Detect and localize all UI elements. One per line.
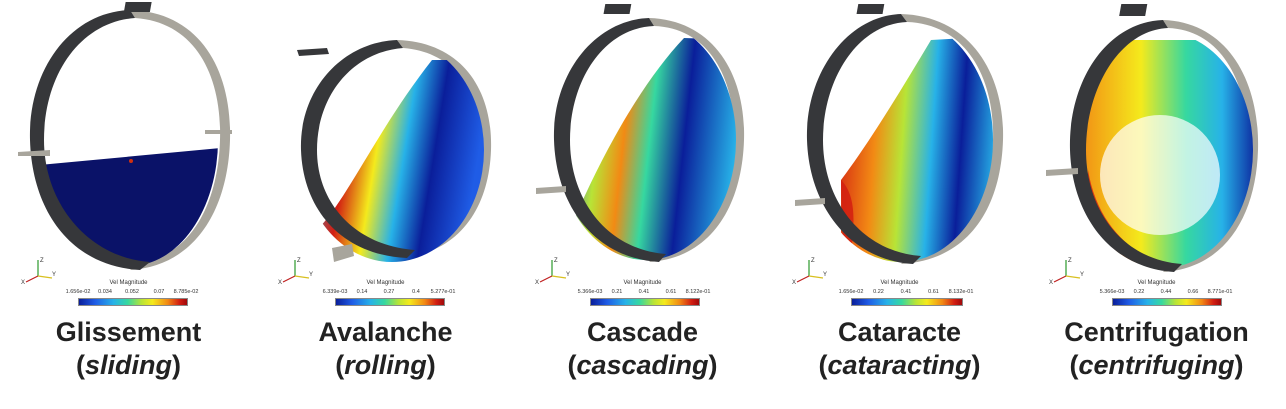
orientation-axes-icon: Z X Y [278, 258, 313, 286]
colorbar-tick: 1.656e-02 [65, 289, 91, 295]
colorbar-tick: 5.366e-03 [577, 289, 603, 295]
colorbar-tick: 8.122e-01 [685, 289, 711, 295]
colorbar: Vel Magnitude 1.656e-02 0.22 0.41 0.61 8… [771, 272, 1028, 312]
colorbar-tick: 0.034 [98, 289, 112, 295]
colorbar-tick: 0.41 [638, 289, 650, 295]
svg-text:X: X [21, 280, 25, 286]
colorbar-tick: 6.339e-03 [322, 289, 348, 295]
svg-text:Z: Z [40, 258, 44, 264]
regime-name-fr: Cascade [586, 317, 699, 347]
colorbar-tick: 8.785e-02 [173, 289, 199, 295]
orientation-axes-icon: Z X Y [792, 258, 827, 286]
colorbar-tick: 5.366e-03 [1099, 289, 1125, 295]
colorbar-tick: 0.44 [1160, 289, 1172, 295]
colorbar: Vel Magnitude 5.366e-03 0.22 0.44 0.66 8… [1028, 272, 1285, 312]
drum-ring-front [29, 10, 150, 270]
colorbar-gradient [590, 298, 700, 306]
colorbar: Vel Magnitude 1.656e-02 0.034 0.052 0.07… [0, 272, 257, 312]
regime-name-en: sliding [85, 350, 172, 380]
colorbar-tick: 5.277e-01 [430, 289, 456, 295]
colorbar-title: Vel Magnitude [880, 280, 919, 286]
colorbar-tick: 0.22 [1133, 289, 1145, 295]
colorbar-tick: 0.61 [928, 289, 939, 295]
regime-label: Cataracte (cataracting) [771, 316, 1028, 382]
colorbar-tick: 0.61 [665, 289, 677, 295]
regime-name-fr: Centrifugation [1064, 317, 1249, 347]
regime-name-en: rolling [344, 350, 427, 380]
svg-text:X: X [1049, 280, 1053, 286]
hollow-core [1100, 115, 1220, 235]
colorbar-tick: 0.14 [356, 289, 368, 295]
colorbar-title: Vel Magnitude [1137, 280, 1176, 286]
colorbar-tick: 8.132e-01 [948, 289, 974, 295]
regime-name-en: centrifuging [1078, 350, 1235, 380]
drum-scene-centrifuging [1046, 4, 1259, 272]
svg-text:Y: Y [823, 272, 827, 278]
colorbar-tick: 1.656e-02 [838, 289, 864, 295]
drum-scene-cascading [536, 4, 745, 262]
colorbar: Vel Magnitude 6.339e-03 0.14 0.27 0.4 5.… [257, 272, 514, 312]
svg-text:Y: Y [566, 272, 570, 278]
colorbar-gradient [335, 298, 445, 306]
colorbar-tick: 0.27 [383, 289, 395, 295]
colorbar-gradient [1112, 298, 1222, 306]
colorbar-gradient [78, 298, 188, 306]
regime-name-fr: Cataracte [837, 317, 962, 347]
panel-sliding: Z X Y Vel Magnitude 1.656e-02 0.034 0.05… [0, 0, 257, 409]
colorbar: Vel Magnitude 5.366e-03 0.21 0.41 0.61 8… [514, 272, 771, 312]
svg-text:Y: Y [309, 272, 313, 278]
colorbar-tick: 0.21 [611, 289, 623, 295]
regime-label: Avalanche (rolling) [257, 316, 514, 382]
svg-text:Y: Y [52, 272, 56, 278]
panel-cataracting: Z X Y Vel Magnitude 1.656e-02 0.22 0.41 … [771, 0, 1028, 409]
particle-bed [841, 36, 993, 262]
panel-centrifuging: Z X Y Vel Magnitude 5.366e-03 0.22 0.44 … [1028, 0, 1285, 409]
drum-scene-cataracting [795, 4, 1004, 264]
colorbar-tick: 0.22 [873, 289, 884, 295]
panel-rolling: Z X Y Vel Magnitude 6.339e-03 0.14 0.27 … [257, 0, 514, 409]
panel-cascading: Z X Y Vel Magnitude 5.366e-03 0.21 0.41 … [514, 0, 771, 409]
colorbar-title: Vel Magnitude [366, 280, 405, 286]
regime-name-en: cataracting [827, 350, 972, 380]
colorbar-tick: 0.052 [125, 289, 139, 295]
regime-label: Glissement (sliding) [0, 316, 257, 382]
regime-label: Centrifugation (centrifuging) [1028, 316, 1285, 382]
svg-text:X: X [278, 280, 282, 286]
regime-name-fr: Glissement [55, 317, 202, 347]
orientation-axes-icon: Z X Y [1049, 258, 1084, 286]
colorbar-tick: 0.41 [900, 289, 912, 295]
colorbar-title: Vel Magnitude [623, 280, 662, 286]
colorbar-tick: 0.66 [1187, 289, 1199, 295]
svg-text:Y: Y [1080, 272, 1084, 278]
particle-bed [317, 60, 484, 262]
regime-name-en: cascading [576, 350, 709, 380]
regime-name-fr: Avalanche [318, 317, 453, 347]
colorbar-tick: 0.07 [153, 289, 165, 295]
regime-label: Cascade (cascading) [514, 316, 771, 382]
svg-text:X: X [792, 280, 796, 286]
colorbar-tick: 8.771e-01 [1207, 289, 1233, 295]
drum-scene-rolling [297, 40, 492, 262]
orientation-axes-icon: Z X Y [535, 258, 570, 286]
orientation-axes-icon: Z X Y [21, 258, 56, 286]
svg-text:Z: Z [554, 258, 558, 264]
colorbar-gradient [851, 298, 963, 306]
colorbar-tick: 0.4 [412, 289, 420, 295]
svg-text:Z: Z [811, 258, 815, 264]
drum-scene-sliding [18, 2, 232, 270]
colorbar-title: Vel Magnitude [109, 280, 148, 286]
svg-text:Z: Z [1068, 258, 1072, 264]
svg-text:X: X [535, 280, 539, 286]
svg-text:Z: Z [297, 258, 301, 264]
particle-bed [574, 38, 736, 260]
